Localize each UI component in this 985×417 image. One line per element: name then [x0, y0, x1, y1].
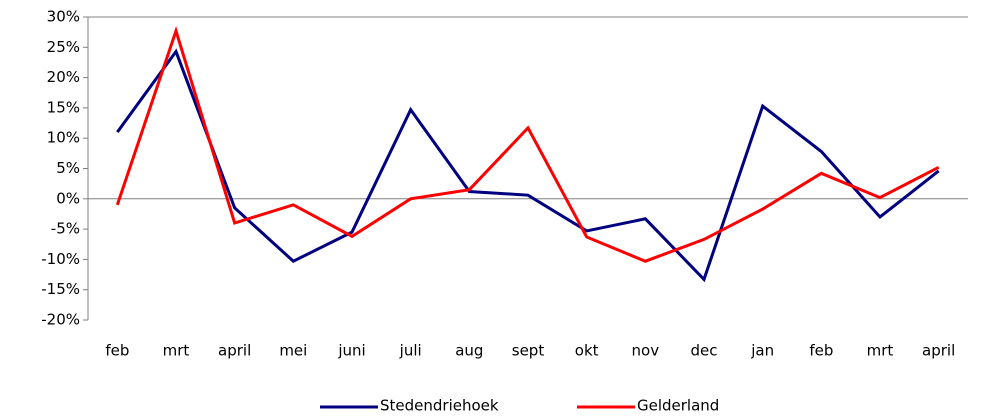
x-tick-label: mei: [279, 342, 307, 360]
y-tick-label: 15%: [47, 98, 80, 116]
y-tick-label: 20%: [47, 68, 80, 86]
series-line: [115, 26, 940, 263]
y-tick-label: 0%: [56, 189, 80, 207]
x-tick-label: feb: [809, 342, 833, 360]
x-tick-label: mrt: [867, 342, 894, 360]
x-tick-label: aug: [455, 342, 483, 360]
y-tick-label: 30%: [47, 8, 80, 26]
x-tick-label: april: [218, 342, 251, 360]
legend-label: Stedendriehoek: [380, 397, 499, 415]
y-tick-label: -20%: [41, 311, 80, 329]
y-tick-label: -15%: [41, 280, 80, 298]
x-tick-label: mrt: [163, 342, 190, 360]
x-tick-label: dec: [691, 342, 718, 360]
legend-label: Gelderland: [637, 397, 719, 415]
y-tick-label: -10%: [41, 250, 80, 268]
series-line: [116, 48, 940, 283]
y-tick-label: -5%: [51, 220, 80, 238]
x-tick-label: feb: [105, 342, 129, 360]
y-tick-label: 25%: [47, 38, 80, 56]
y-tick-label: 5%: [56, 159, 80, 177]
x-tick-label: juni: [337, 342, 365, 360]
x-tick-label: nov: [632, 342, 660, 360]
x-tick-label: sept: [512, 342, 545, 360]
x-tick-label: juli: [399, 342, 422, 360]
y-tick-label: 10%: [47, 129, 80, 147]
x-tick-label: jan: [750, 342, 774, 360]
x-tick-label: okt: [575, 342, 599, 360]
x-tick-label: april: [922, 342, 955, 360]
